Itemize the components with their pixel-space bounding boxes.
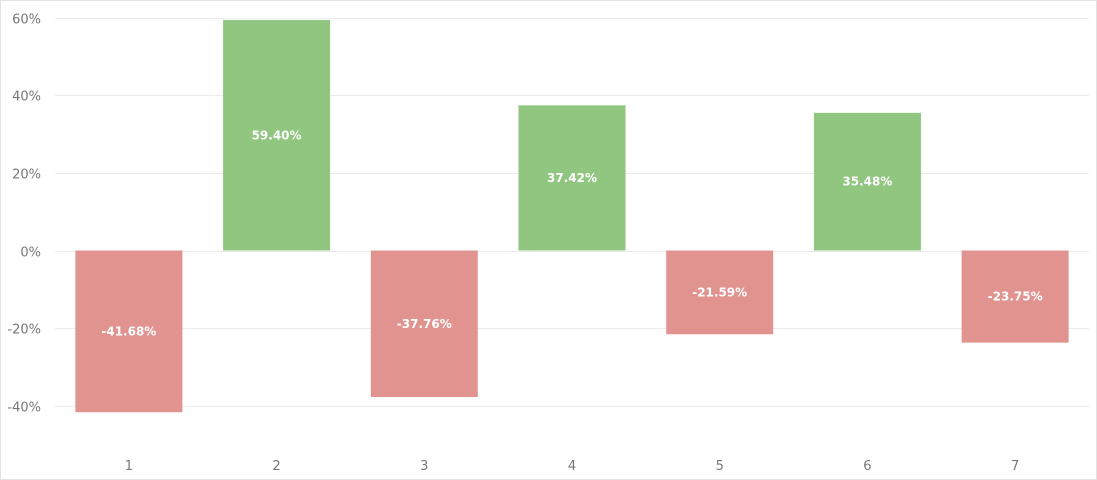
bar-data-label: -23.75% <box>988 290 1043 304</box>
x-tick-label: 2 <box>272 459 280 474</box>
x-tick-label: 3 <box>420 459 428 474</box>
bar[interactable] <box>223 20 331 251</box>
x-tick-label: 1 <box>125 459 133 474</box>
bar[interactable] <box>961 250 1069 343</box>
y-tick-label: 0% <box>20 246 41 261</box>
y-tick-label: 20% <box>12 168 41 183</box>
bar[interactable] <box>813 112 921 251</box>
y-tick-label: 60% <box>12 13 41 28</box>
bar-data-label: -37.76% <box>397 317 452 331</box>
y-tick-label: -20% <box>7 323 41 338</box>
bar-data-label: 37.42% <box>547 171 597 185</box>
bar-data-label: -21.59% <box>692 285 747 299</box>
bar[interactable] <box>518 105 626 251</box>
y-axis-ticks: 60% 40% 20% 0% -20% -40% <box>7 13 41 416</box>
y-tick-label: 40% <box>12 90 41 105</box>
bars: -41.68% 59.40% -37.76% 37.42% -21.59% 35.48% -… <box>75 20 1069 413</box>
x-tick-label: 5 <box>716 459 724 474</box>
bar-data-label: -41.68% <box>101 324 156 338</box>
x-tick-label: 6 <box>863 459 871 474</box>
bar[interactable] <box>370 250 478 398</box>
bar[interactable] <box>75 250 183 413</box>
bar-data-label: 59.40% <box>252 128 302 142</box>
x-axis-ticks: 1 2 3 4 5 6 7 <box>125 459 1020 474</box>
bar[interactable] <box>666 250 774 335</box>
x-tick-label: 7 <box>1011 459 1019 474</box>
x-tick-label: 4 <box>568 459 576 474</box>
bar-data-label: 35.48% <box>842 175 892 189</box>
y-tick-label: -40% <box>7 401 41 416</box>
